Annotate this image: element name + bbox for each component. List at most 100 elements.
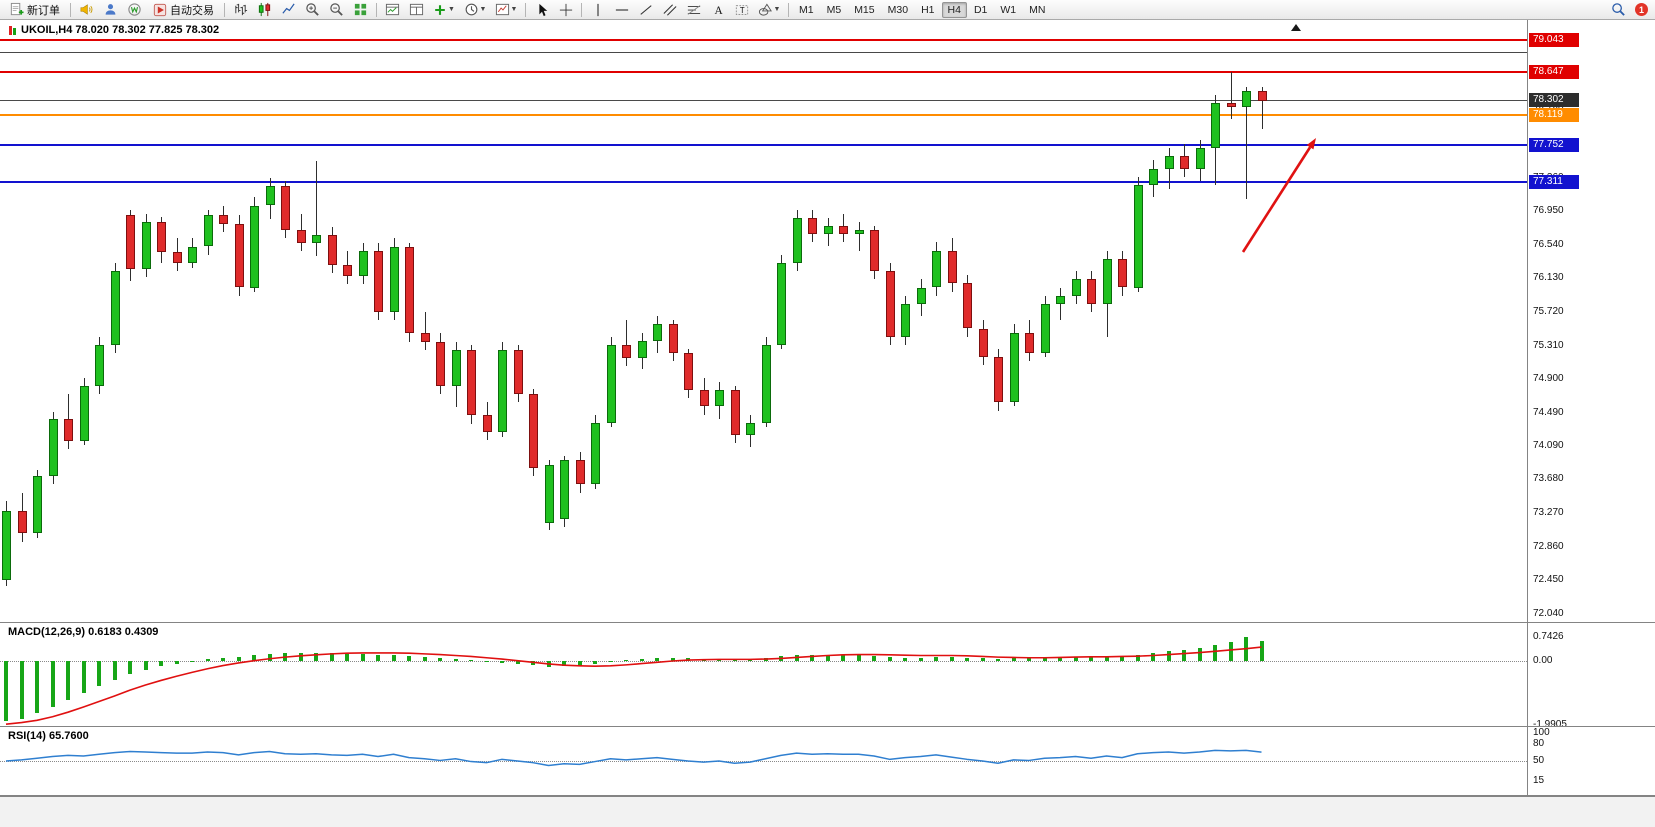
pane-separator[interactable]: [0, 795, 1655, 796]
candle: [916, 287, 926, 304]
macd-histogram-bar: [515, 661, 520, 664]
autotrading-button[interactable]: 自动交易: [147, 0, 220, 19]
shapes-button[interactable]: ▼: [754, 0, 784, 19]
horizontal-line-object[interactable]: [0, 38, 1527, 41]
candle: [1242, 90, 1251, 108]
macd-histogram-bar: [825, 654, 830, 661]
candlestick-chart-button[interactable]: [253, 0, 276, 19]
crosshair-button[interactable]: [554, 0, 577, 19]
add-indicator-button[interactable]: ▼: [429, 0, 459, 19]
time-axis[interactable]: [0, 796, 1655, 827]
macd-histogram-bar: [593, 661, 597, 665]
candle: [544, 464, 554, 523]
horizontal-line-object[interactable]: [0, 71, 1527, 74]
macd-histogram-bar: [376, 654, 380, 661]
macd-histogram-bar: [112, 661, 117, 680]
macd-histogram-bar: [97, 661, 101, 687]
tile-windows-icon: [354, 3, 367, 16]
price-badge[interactable]: 79.043: [1529, 32, 1579, 47]
horizontal-line-object[interactable]: [0, 52, 1527, 54]
tf-w1[interactable]: W1: [1000, 3, 1017, 16]
candle: [1195, 148, 1205, 169]
horizontal-line-object[interactable]: [0, 180, 1527, 183]
macd-histogram-bar: [934, 657, 938, 661]
macd-histogram-bar: [1213, 645, 1217, 661]
price-axis-tick: 72.040: [1533, 607, 1564, 619]
market-button[interactable]: [123, 0, 146, 19]
pane-separator[interactable]: [0, 726, 1655, 727]
price-badge[interactable]: 78.119: [1529, 108, 1579, 123]
tile-windows-button[interactable]: [349, 0, 372, 19]
macd-histogram-bar: [345, 653, 349, 661]
candle: [1211, 103, 1220, 149]
tf-h1[interactable]: H1: [921, 3, 935, 16]
candle: [591, 422, 600, 485]
macd-histogram-bar: [686, 658, 690, 661]
label-button[interactable]: T: [730, 0, 753, 19]
search-button[interactable]: [1607, 0, 1630, 19]
zoom-in-button[interactable]: [301, 0, 324, 19]
candle: [854, 230, 864, 235]
fibonacci-button[interactable]: [682, 0, 705, 19]
channel-button[interactable]: [658, 0, 681, 19]
tf-m15[interactable]: M15: [854, 3, 875, 16]
macd-histogram-bar: [360, 653, 365, 661]
text-button[interactable]: A: [706, 0, 729, 19]
macd-histogram-bar: [19, 661, 24, 719]
signals-button[interactable]: [75, 0, 98, 19]
horizontal-line-object[interactable]: [0, 99, 1527, 101]
chevron-down-icon: ▼: [479, 6, 487, 13]
indicators-window-button[interactable]: [381, 0, 404, 19]
candle: [17, 510, 27, 534]
chart-shift-marker[interactable]: [1291, 24, 1301, 31]
periods-clock-icon: [465, 3, 477, 16]
new-order-button[interactable]: 新订单: [3, 0, 66, 19]
macd-histogram-bar: [918, 657, 923, 661]
tf-mn[interactable]: MN: [1029, 3, 1046, 16]
arrow-annotation[interactable]: [1241, 146, 1312, 253]
vertical-line-button[interactable]: [586, 0, 609, 19]
tf-m1[interactable]: M1: [799, 3, 814, 16]
macd-histogram-bar: [267, 653, 272, 661]
tf-m5[interactable]: M5: [826, 3, 842, 16]
macd-histogram-bar: [66, 661, 70, 700]
horizontal-line-object[interactable]: [0, 114, 1527, 117]
price-badge[interactable]: 77.752: [1529, 138, 1579, 153]
tf-h4[interactable]: H4: [941, 1, 967, 18]
price-badge[interactable]: 77.311: [1529, 174, 1579, 189]
notification-badge[interactable]: 1: [1635, 3, 1648, 16]
trendline-button[interactable]: [634, 0, 657, 19]
line-chart-button[interactable]: [277, 0, 300, 19]
candle: [761, 344, 771, 423]
candle: [79, 385, 89, 441]
template-button[interactable]: ▼: [491, 0, 521, 19]
candle: [281, 185, 290, 231]
candle: [451, 349, 461, 386]
zoom-out-button[interactable]: [325, 0, 348, 19]
community-button[interactable]: [99, 0, 122, 19]
pane-separator[interactable]: [0, 622, 1655, 623]
horizontal-line-button[interactable]: [610, 0, 633, 19]
periods-button[interactable]: ▼: [460, 0, 490, 19]
horizontal-line-object[interactable]: [0, 144, 1527, 147]
data-window-button[interactable]: [405, 0, 428, 19]
macd-histogram-bar: [500, 661, 504, 663]
tf-m30[interactable]: M30: [887, 3, 909, 16]
candle: [1149, 168, 1158, 185]
tf-d1[interactable]: D1: [973, 3, 988, 16]
toolbar-separator: [376, 2, 377, 17]
candle: [498, 349, 507, 432]
price-badge[interactable]: 78.647: [1529, 65, 1579, 80]
candle: [1257, 90, 1267, 101]
shapes-icon: [758, 3, 772, 16]
macd-axis-label: -1.9905: [1533, 719, 1567, 731]
price-badge[interactable]: 78.302: [1529, 93, 1579, 108]
candle: [606, 344, 616, 423]
candle-wick: [424, 312, 426, 350]
candle: [1226, 103, 1236, 108]
cursor-button[interactable]: [530, 0, 553, 19]
rsi-axis-label: 50: [1533, 755, 1545, 766]
bar-chart-button[interactable]: [229, 0, 252, 19]
candle: [250, 205, 259, 288]
candle: [358, 251, 368, 276]
